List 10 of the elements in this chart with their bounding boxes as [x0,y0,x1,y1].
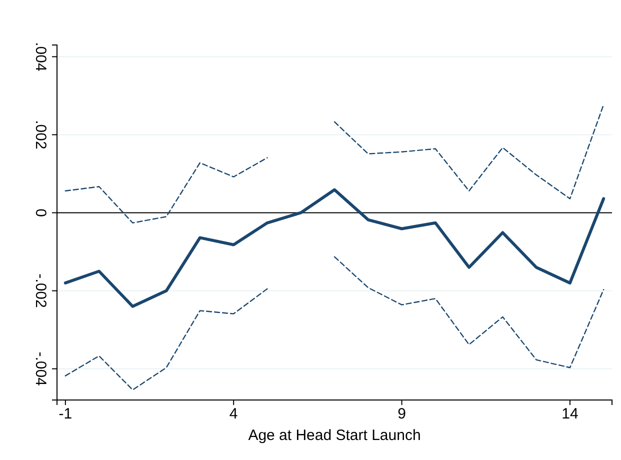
y-tick-label: -.004 [32,352,49,386]
y-tick-label: 0 [32,208,49,217]
x-tick-label: 14 [562,406,578,423]
x-axis-title: Age at Head Start Launch [248,427,421,444]
y-tick-label: .004 [32,42,49,72]
x-tick-label: -1 [58,406,72,423]
y-tick-label: .002 [32,120,49,150]
x-tick-label: 9 [398,406,406,423]
y-tick-label: -.002 [32,274,49,308]
x-tick-label: 4 [229,406,238,423]
